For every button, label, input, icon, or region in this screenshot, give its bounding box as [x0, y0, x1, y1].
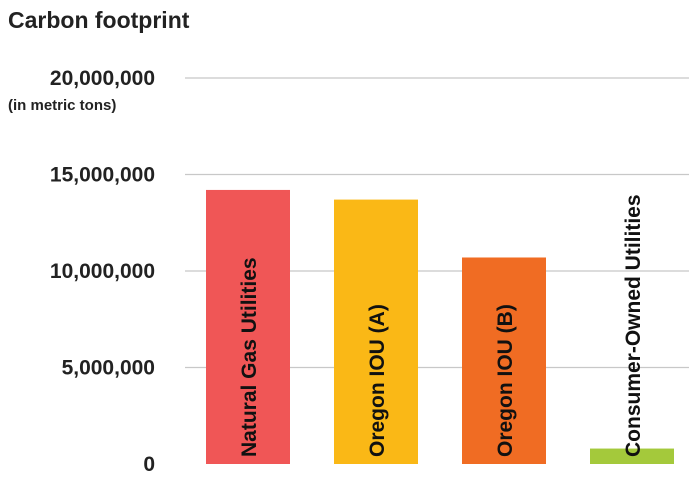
y-axis-tick-labels: 0 5,000,000 10,000,000 15,000,000 20,000,000 — [50, 67, 155, 476]
y-tick-label: 5,000,000 — [62, 357, 155, 380]
y-tick-label: 15,000,000 — [50, 164, 155, 187]
bar — [590, 448, 674, 464]
bar-category-label: Oregon IOU (B) — [494, 304, 517, 457]
bar-labels: Natural Gas Utilities Oregon IOU (A) Orego… — [238, 194, 645, 457]
bar — [462, 257, 546, 464]
y-tick-label: 10,000,000 — [50, 260, 155, 283]
y-axis-unit-label: (in metric tons) — [8, 97, 116, 114]
bar — [206, 189, 290, 464]
chart-title: Carbon footprint — [8, 7, 190, 33]
y-tick-label: 0 — [143, 453, 155, 476]
y-tick-label: 20,000,000 — [50, 67, 155, 90]
bar-category-label: Oregon IOU (A) — [366, 304, 389, 457]
bars — [206, 189, 674, 464]
bar-category-label: Consumer-Owned Utilities — [622, 194, 645, 457]
bar-category-label: Natural Gas Utilities — [238, 257, 261, 457]
bar — [334, 199, 418, 464]
